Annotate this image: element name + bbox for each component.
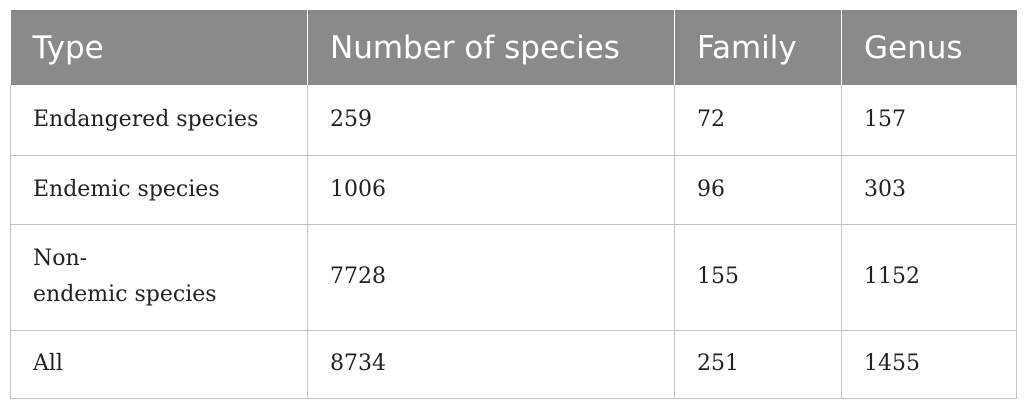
cell-family: 72 [674, 85, 842, 156]
table-body: Endangered species 259 72 157 Endemic sp… [10, 85, 1017, 399]
cell-type-line-1: Non- [33, 246, 88, 271]
cell-type: Endemic species [10, 155, 308, 225]
header-row: Type Number of species Family Genus [10, 10, 1017, 85]
species-table: Type Number of species Family Genus Enda… [10, 10, 1017, 399]
cell-number: 1006 [307, 155, 675, 225]
cell-genus: 1455 [841, 330, 1017, 399]
table-row: All 8734 251 1455 [10, 330, 1017, 399]
header-type: Type [10, 10, 308, 85]
cell-genus: 303 [841, 155, 1017, 225]
cell-number: 259 [307, 85, 675, 156]
cell-type: Non- endemic species [10, 224, 308, 331]
species-table-container: Type Number of species Family Genus Enda… [10, 10, 1017, 399]
header-number-of-species: Number of species [307, 10, 675, 85]
cell-number: 7728 [307, 224, 675, 331]
table-row: Endemic species 1006 96 303 [10, 155, 1017, 225]
cell-genus: 157 [841, 85, 1017, 156]
cell-number: 8734 [307, 330, 675, 399]
cell-type: All [10, 330, 308, 399]
header-family: Family [674, 10, 842, 85]
table-header: Type Number of species Family Genus [10, 10, 1017, 85]
table-row: Non- endemic species 7728 155 1152 [10, 224, 1017, 331]
cell-type: Endangered species [10, 85, 308, 156]
cell-family: 96 [674, 155, 842, 225]
header-genus: Genus [841, 10, 1017, 85]
cell-family: 251 [674, 330, 842, 399]
table-row: Endangered species 259 72 157 [10, 85, 1017, 156]
cell-family: 155 [674, 224, 842, 331]
cell-type-line-2: endemic species [33, 282, 217, 307]
cell-genus: 1152 [841, 224, 1017, 331]
